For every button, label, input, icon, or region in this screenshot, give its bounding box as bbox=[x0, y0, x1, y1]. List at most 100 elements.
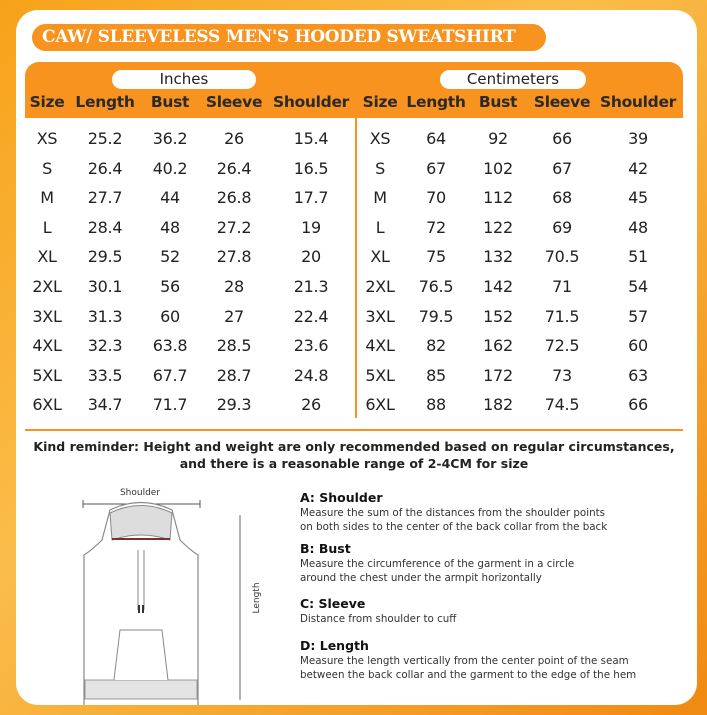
definition-text: Measure the circumference of the garment… bbox=[300, 558, 575, 570]
table-cell-inches: 26.4 bbox=[87, 158, 123, 178]
column-header-cm: Bust bbox=[478, 93, 518, 111]
table-cell-cm: 42 bbox=[628, 158, 648, 178]
column-header-inches: Size bbox=[29, 93, 65, 111]
table-divider bbox=[355, 118, 357, 418]
table-cell-inches: 28.7 bbox=[216, 365, 252, 385]
table-cell-cm: 122 bbox=[483, 217, 513, 237]
table-cell-cm: 6XL bbox=[365, 395, 395, 415]
table-cell-cm: 112 bbox=[483, 188, 513, 208]
table-cell-cm: L bbox=[375, 217, 385, 237]
table-cell-cm: 82 bbox=[426, 336, 446, 356]
table-cell-cm: XS bbox=[369, 129, 391, 148]
table-cell-cm: 66 bbox=[552, 129, 572, 148]
length-label: Length bbox=[252, 582, 262, 613]
table-cell-cm: 3XL bbox=[365, 306, 395, 326]
table-cell-cm: 60 bbox=[628, 336, 648, 356]
table-cell-cm: 69 bbox=[552, 217, 572, 237]
kind-reminder: Kind reminder: Height and weight are onl… bbox=[25, 438, 683, 472]
definition-title: A: Shoulder bbox=[300, 490, 383, 505]
table-cell-inches: XS bbox=[36, 129, 58, 148]
table-cell-inches: 31.3 bbox=[87, 306, 123, 326]
table-cell-cm: 54 bbox=[628, 277, 648, 296]
table-cell-cm: S bbox=[375, 158, 385, 178]
table-cell-cm: 68 bbox=[552, 188, 572, 208]
table-cell-cm: 66 bbox=[628, 395, 648, 415]
table-cell-cm: 75 bbox=[426, 247, 446, 267]
column-header-inches: Bust bbox=[150, 93, 190, 111]
table-cell-cm: 72.5 bbox=[544, 336, 580, 356]
reminder-line: Kind reminder: Height and weight are onl… bbox=[33, 439, 675, 454]
table-cell-cm: XL bbox=[370, 247, 390, 267]
column-header-cm: Length bbox=[406, 93, 466, 111]
section-divider bbox=[25, 429, 683, 431]
definition-item: A: Shoulder Measure the sum of the distan… bbox=[300, 490, 607, 534]
table-cell-inches: 26.8 bbox=[216, 188, 252, 208]
table-cell-inches: 2XL bbox=[32, 277, 62, 296]
table-cell-inches: 29.5 bbox=[87, 247, 123, 267]
table-cell-inches: 15.4 bbox=[293, 129, 329, 148]
table-cell-inches: 71.7 bbox=[152, 395, 188, 415]
table-cell-cm: 74.5 bbox=[544, 395, 580, 415]
table-cell-cm: 2XL bbox=[365, 277, 395, 296]
table-cell-cm: 88 bbox=[426, 395, 446, 415]
table-cell-cm: 72 bbox=[426, 217, 446, 237]
table-cell-inches: 27.8 bbox=[216, 247, 252, 267]
table-cell-cm: 45 bbox=[628, 188, 648, 208]
table-cell-cm: 64 bbox=[426, 129, 446, 148]
definition-title: C: Sleeve bbox=[300, 596, 366, 611]
table-cell-cm: 48 bbox=[628, 217, 648, 237]
definition-text: Measure the length vertically from the c… bbox=[300, 655, 629, 667]
table-cell-inches: 27.7 bbox=[87, 188, 123, 208]
table-cell-inches: 16.5 bbox=[293, 158, 329, 178]
table-cell-inches: 17.7 bbox=[293, 188, 329, 208]
definition-title: B: Bust bbox=[300, 541, 351, 556]
table-cell-cm: 73 bbox=[552, 365, 572, 385]
table-cell-cm: M bbox=[373, 188, 387, 208]
reminder-line: and there is a reasonable range of 2-4CM… bbox=[179, 456, 529, 471]
definition-text: around the chest under the armpit horizo… bbox=[300, 572, 542, 584]
table-cell-inches: 30.1 bbox=[87, 277, 123, 296]
definition-text: Distance from shoulder to cuff bbox=[300, 613, 457, 625]
table-cell-inches: XL bbox=[37, 247, 57, 267]
table-cell-cm: 4XL bbox=[365, 336, 395, 356]
table-cell-inches: 34.7 bbox=[87, 395, 123, 415]
inches-label: Inches bbox=[112, 70, 256, 89]
table-cell-cm: 85 bbox=[426, 365, 446, 385]
table-cell-cm: 39 bbox=[628, 129, 648, 148]
table-cell-inches: 63.8 bbox=[152, 336, 188, 356]
column-header-inches: Sleeve bbox=[205, 93, 263, 111]
definition-text: on both sides to the center of the back … bbox=[300, 521, 608, 533]
table-cell-inches: 36.2 bbox=[152, 129, 188, 148]
table-cell-inches: 24.8 bbox=[293, 365, 329, 385]
definition-title: D: Length bbox=[300, 638, 369, 653]
shoulder-label: Shoulder bbox=[120, 488, 160, 498]
hoodie-diagram: Shoulder Length bbox=[82, 488, 262, 705]
table-cell-inches: 26 bbox=[224, 129, 244, 148]
table-cell-inches: 5XL bbox=[32, 365, 62, 385]
column-header-cm: Size bbox=[362, 93, 398, 111]
table-cell-inches: 60 bbox=[160, 306, 180, 326]
table-cell-inches: 28 bbox=[224, 277, 244, 296]
table-cell-inches: 28.4 bbox=[87, 217, 123, 237]
table-cell-inches: 28.5 bbox=[216, 336, 252, 356]
table-cell-inches: 40.2 bbox=[152, 158, 188, 178]
table-cell-inches: 6XL bbox=[32, 395, 62, 415]
table-cell-cm: 92 bbox=[488, 129, 508, 148]
table-cell-cm: 57 bbox=[628, 306, 648, 326]
table-cell-cm: 102 bbox=[483, 158, 513, 178]
table-cell-inches: 52 bbox=[160, 247, 180, 267]
definition-item: D: Length Measure the length vertically f… bbox=[300, 638, 636, 682]
table-cell-inches: 33.5 bbox=[87, 365, 123, 385]
table-cell-cm: 63 bbox=[628, 365, 648, 385]
table-cell-cm: 162 bbox=[483, 336, 513, 356]
column-header-cm: Shoulder bbox=[599, 93, 677, 111]
table-cell-cm: 70 bbox=[426, 188, 446, 208]
table-cell-inches: 3XL bbox=[32, 306, 62, 326]
table-cell-cm: 132 bbox=[483, 247, 513, 267]
table-cell-cm: 67 bbox=[552, 158, 572, 178]
definition-item: C: Sleeve Distance from shoulder to cuff bbox=[300, 596, 456, 626]
table-cell-cm: 67 bbox=[426, 158, 446, 178]
table-cell-inches: S bbox=[42, 158, 52, 178]
product-title: CAW/ SLEEVELESS MEN'S HOODED SWEATSHIRT bbox=[32, 24, 546, 51]
table-cell-inches: 27.2 bbox=[216, 217, 252, 237]
